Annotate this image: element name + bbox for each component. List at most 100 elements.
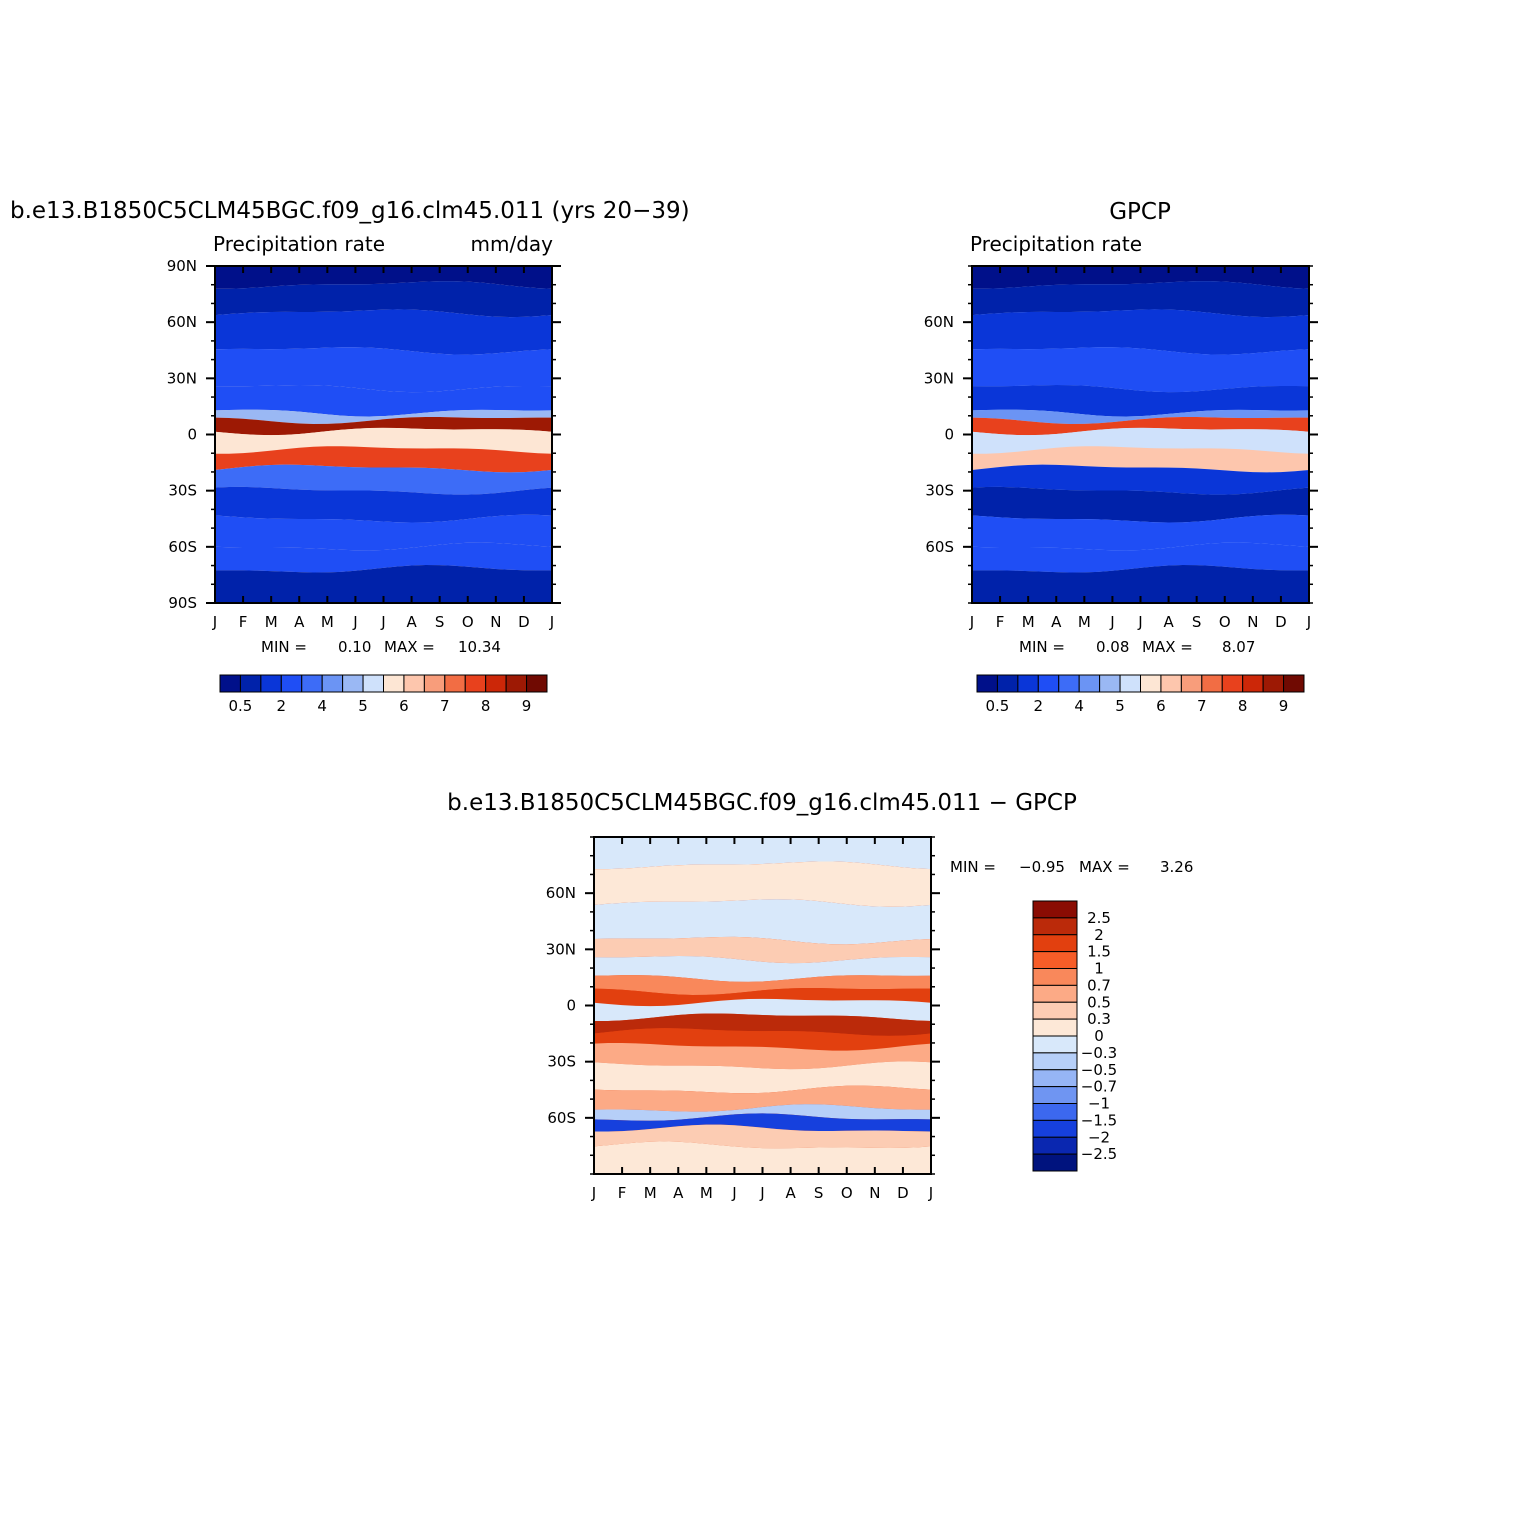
- panel-gpcp-min-label: MIN =: [1019, 638, 1065, 656]
- x-tick-label: J: [1109, 613, 1114, 631]
- contour-fill-group: [215, 266, 552, 603]
- y-tick-label: 0: [187, 426, 197, 444]
- colorbar-swatch: [280, 674, 303, 693]
- contour-band: [972, 542, 1309, 573]
- colorbar-label: 2: [1094, 926, 1104, 944]
- contour-band: [594, 998, 931, 1021]
- contour-band: [215, 446, 552, 473]
- y-tick-label: 0: [566, 997, 576, 1015]
- colorbar-swatch: [342, 674, 364, 693]
- contour-band: [215, 514, 552, 551]
- colorbar-swatch: [1017, 674, 1039, 693]
- x-tick-label: J: [969, 613, 974, 631]
- contour-band: [972, 427, 1309, 454]
- y-tick-label: 60S: [547, 1109, 576, 1127]
- panel-difference-title: b.e13.B1850C5CLM45BGC.f09_g16.clm45.011 …: [447, 790, 1077, 816]
- x-tick-label: J: [1137, 613, 1142, 631]
- x-tick-label: S: [1192, 613, 1202, 631]
- y-tick-label: 60N: [167, 313, 197, 331]
- colorbar-label: −0.5: [1081, 1061, 1117, 1079]
- panel-model: b.e13.B1850C5CLM45BGC.f09_g16.clm45.011 …: [10, 198, 690, 715]
- colorbar-swatch: [1032, 1018, 1078, 1037]
- contour-band: [594, 1141, 931, 1174]
- colorbar-label: 0.5: [986, 697, 1010, 715]
- colorbar-swatch: [1032, 1035, 1078, 1054]
- panel-difference-min-label: MIN =: [950, 858, 996, 876]
- colorbar-label: 1.5: [1087, 943, 1111, 961]
- panel-model-plot-area: [215, 266, 552, 603]
- contour-band: [594, 1113, 931, 1132]
- y-tick-label: 30N: [167, 369, 197, 387]
- panel-model-colorbar: 0.5 2 4 5 6 7 8 9: [219, 674, 548, 715]
- colorbar-swatch: [1032, 900, 1078, 919]
- colorbar-swatch: [423, 674, 446, 693]
- colorbar-swatch: [526, 674, 548, 693]
- colorbar-label: 6: [399, 697, 409, 715]
- y-tick-label: 30S: [168, 482, 197, 500]
- colorbar-label: −1: [1088, 1095, 1110, 1113]
- contour-fill-group: [972, 266, 1309, 603]
- y-tick-label: 60N: [546, 884, 576, 902]
- x-tick-label: O: [462, 613, 474, 631]
- colorbar-label: 8: [1238, 697, 1248, 715]
- colorbar-label: 4: [317, 697, 327, 715]
- contour-band: [594, 1124, 931, 1149]
- colorbar-swatch: [1032, 951, 1078, 969]
- colorbar-label: 0.7: [1087, 976, 1111, 994]
- colorbar-label: 9: [522, 697, 532, 715]
- colorbar-swatch: [239, 674, 262, 693]
- contour-band: [594, 955, 931, 982]
- contour-band: [594, 1085, 931, 1112]
- colorbar-label: 0.3: [1087, 1010, 1111, 1028]
- y-tick-label: 0: [944, 426, 954, 444]
- colorbar-label: 8: [481, 697, 491, 715]
- contour-band: [972, 347, 1309, 393]
- panel-gpcp: GPCP Precipitation rate J F M A M J J A S O N D J60N…: [924, 199, 1318, 715]
- y-tick-label: 90N: [167, 257, 197, 275]
- x-tick-label: J: [928, 1184, 933, 1202]
- contour-band: [215, 542, 552, 573]
- contour-band: [594, 837, 931, 870]
- colorbar-swatch: [1058, 674, 1080, 693]
- panel-difference: b.e13.B1850C5CLM45BGC.f09_g16.clm45.011 …: [447, 790, 1193, 1202]
- panel-difference-max-label: MAX =: [1079, 858, 1130, 876]
- panel-difference-colorbar: 2.521.510.70.50.30−0.3−0.5−0.7−1−1.5−2−2…: [1032, 900, 1117, 1172]
- panel-difference-max-value: 3.26: [1160, 858, 1193, 876]
- colorbar-swatch: [362, 674, 384, 693]
- colorbar-swatch: [1032, 1153, 1078, 1172]
- colorbar-swatch: [464, 674, 487, 693]
- contour-band: [972, 486, 1309, 523]
- panel-gpcp-max-value: 8.07: [1222, 638, 1255, 656]
- panel-gpcp-subtitle-left: Precipitation rate: [970, 232, 1142, 256]
- panel-difference-plot-area: [594, 837, 931, 1174]
- x-tick-label: N: [869, 1184, 880, 1202]
- x-tick-label: D: [1275, 613, 1287, 631]
- colorbar-swatch: [1032, 934, 1078, 953]
- colorbar-label: −0.3: [1081, 1044, 1117, 1062]
- x-tick-label: A: [406, 613, 417, 631]
- colorbar-swatch: [1032, 1052, 1078, 1071]
- contour-band: [594, 1061, 931, 1094]
- x-tick-label: J: [1306, 613, 1311, 631]
- y-tick-label: 30N: [924, 369, 954, 387]
- contour-band: [594, 1104, 931, 1121]
- panel-model-subtitle-left: Precipitation rate: [213, 232, 385, 256]
- colorbar-swatch: [1032, 1001, 1078, 1020]
- x-tick-label: J: [549, 613, 554, 631]
- colorbar-swatch: [1032, 1136, 1078, 1155]
- contour-band: [594, 1028, 931, 1051]
- x-tick-label: J: [380, 613, 385, 631]
- colorbar-swatch: [1140, 674, 1162, 693]
- colorbar-swatch: [1180, 674, 1203, 693]
- colorbar-swatch: [1119, 674, 1141, 693]
- panel-difference-min-value: −0.95: [1019, 858, 1065, 876]
- contour-band: [972, 281, 1309, 318]
- contour-band: [972, 309, 1309, 355]
- x-tick-label: F: [996, 613, 1005, 631]
- colorbar-swatch: [219, 674, 241, 693]
- colorbar-swatch: [1078, 674, 1101, 693]
- colorbar-swatch: [1037, 674, 1060, 693]
- contour-band: [215, 427, 552, 454]
